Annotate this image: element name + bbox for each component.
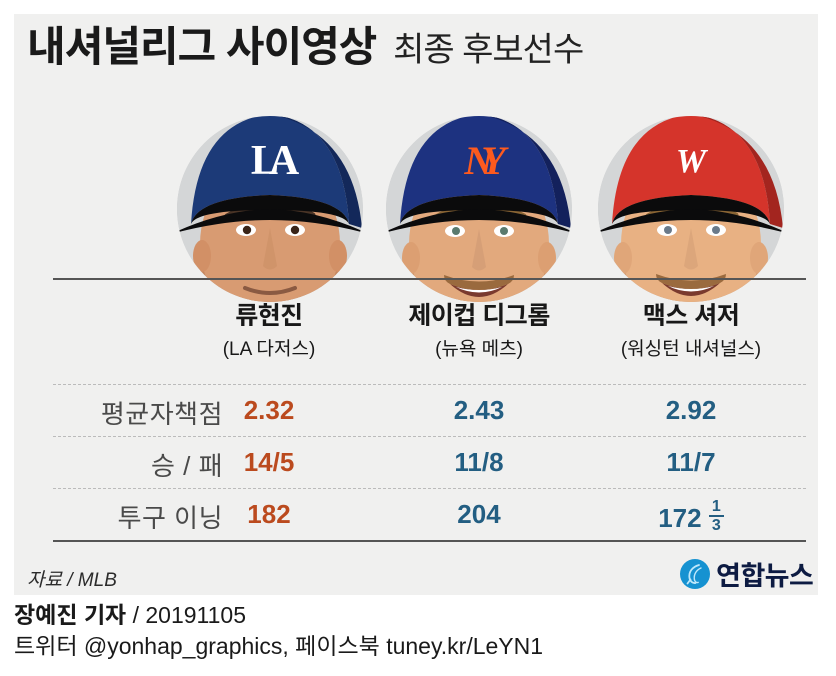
svg-text:W: W (676, 143, 709, 180)
